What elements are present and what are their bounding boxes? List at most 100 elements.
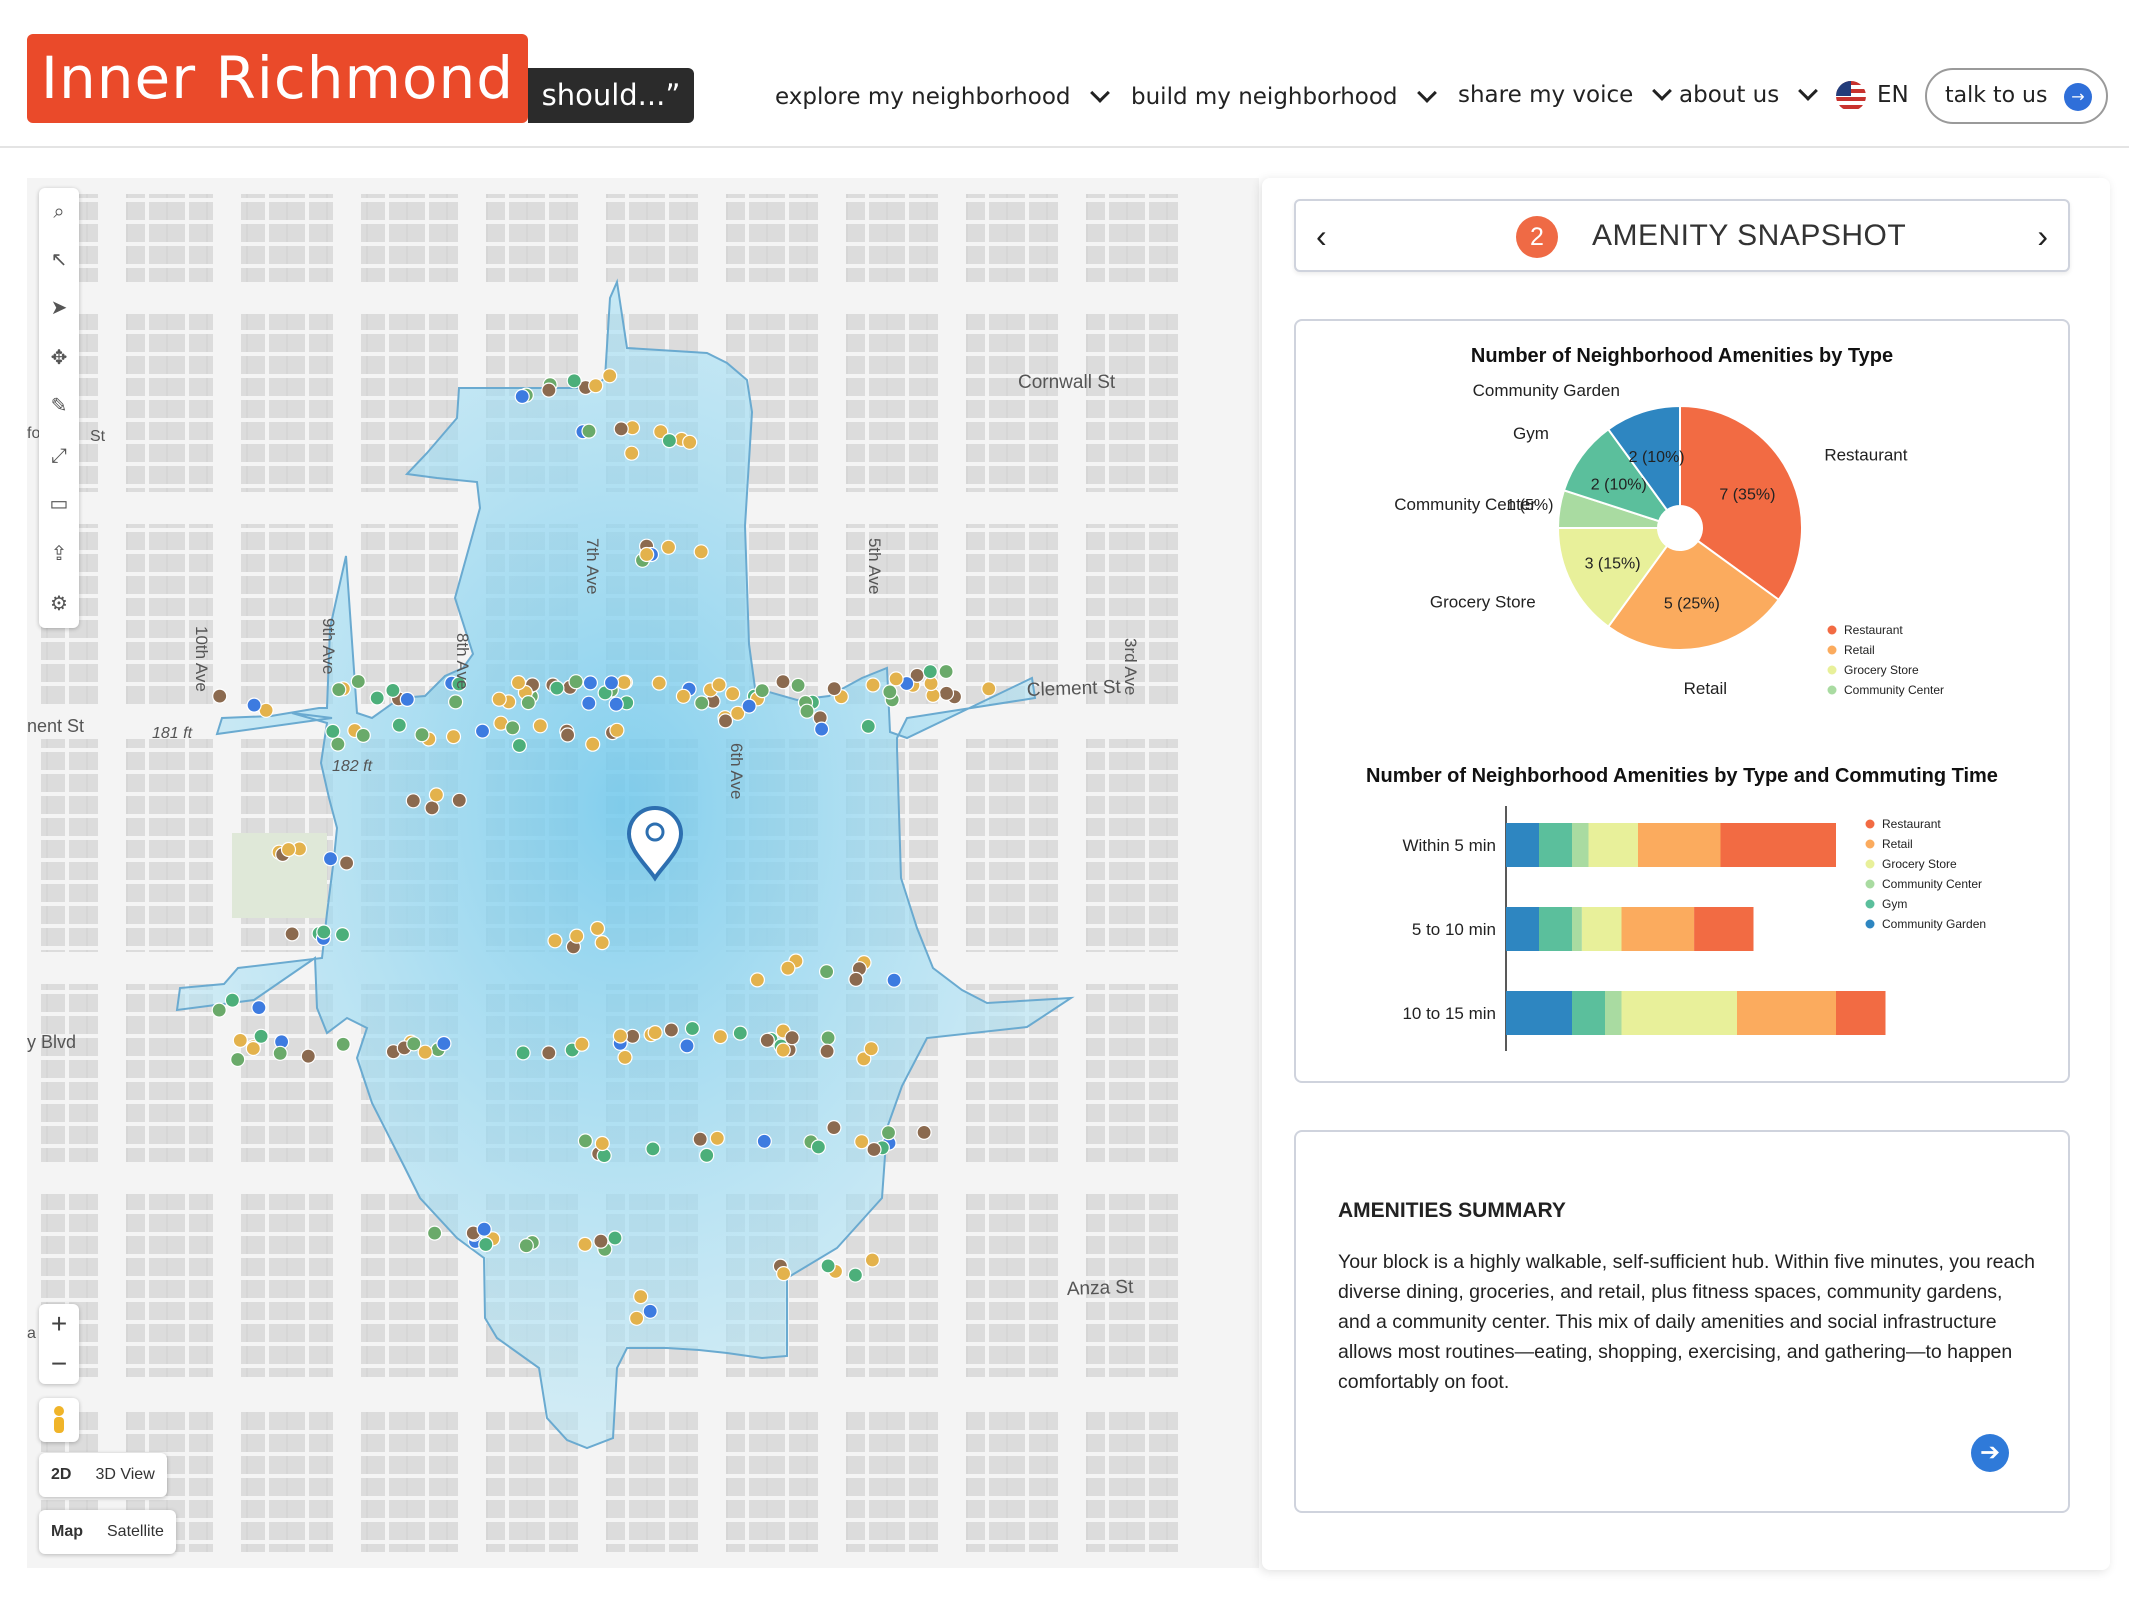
amenity-marker[interactable] <box>427 1225 443 1241</box>
amenity-marker[interactable] <box>847 1267 864 1283</box>
amenity-marker[interactable] <box>510 675 527 691</box>
amenity-marker[interactable] <box>547 933 563 949</box>
amenity-marker[interactable] <box>574 1036 590 1052</box>
amenity-marker[interactable] <box>300 1048 316 1064</box>
amenity-marker[interactable] <box>616 674 632 691</box>
amenity-marker[interactable] <box>284 926 300 942</box>
amenity-marker[interactable] <box>848 971 864 988</box>
amenity-marker[interactable] <box>818 963 835 980</box>
amenity-marker[interactable] <box>860 718 876 735</box>
amenity-marker[interactable] <box>511 737 527 754</box>
amenity-marker[interactable] <box>350 673 366 690</box>
amenity-marker[interactable] <box>593 1233 609 1249</box>
amenity-marker[interactable] <box>594 934 610 951</box>
amenity-marker[interactable] <box>759 1032 775 1048</box>
amenity-marker[interactable] <box>424 800 440 816</box>
amenity-marker[interactable] <box>613 421 629 437</box>
amenity-marker[interactable] <box>476 1221 492 1237</box>
amenity-marker[interactable] <box>624 445 640 461</box>
layer-map-button[interactable]: Map <box>51 1523 83 1540</box>
amenity-marker[interactable] <box>325 723 341 740</box>
amenity-marker[interactable] <box>856 1051 872 1067</box>
amenity-marker[interactable] <box>854 1134 870 1150</box>
amenity-marker[interactable] <box>826 1119 842 1136</box>
amenity-marker[interactable] <box>679 1038 695 1054</box>
amenity-marker[interactable] <box>334 926 351 943</box>
bar-segment[interactable] <box>1572 823 1589 867</box>
amenity-marker[interactable] <box>684 1020 701 1037</box>
amenity-marker[interactable] <box>712 1028 729 1045</box>
bar-segment[interactable] <box>1588 823 1639 867</box>
amenity-marker[interactable] <box>414 727 430 743</box>
settings-icon[interactable]: ⚙ <box>50 593 68 615</box>
amenity-marker[interactable] <box>224 992 240 1008</box>
amenity-marker[interactable] <box>581 423 597 439</box>
share-icon[interactable]: ⇪ <box>50 543 68 565</box>
amenity-marker[interactable] <box>922 664 938 680</box>
layer-satellite-button[interactable]: Satellite <box>107 1523 164 1540</box>
amenity-marker[interactable] <box>749 972 766 988</box>
amenity-marker[interactable] <box>339 855 355 871</box>
folder-icon[interactable]: ▭ <box>49 493 69 515</box>
amenity-marker[interactable] <box>559 727 576 743</box>
amenity-marker[interactable] <box>663 1022 680 1038</box>
amenity-marker[interactable] <box>232 1032 248 1049</box>
amenity-marker[interactable] <box>577 1133 594 1149</box>
amenity-marker[interactable] <box>826 681 842 697</box>
site-logo[interactable]: Inner Richmond <box>27 34 528 123</box>
amenity-marker[interactable] <box>865 677 881 693</box>
bar-segment[interactable] <box>1720 823 1837 867</box>
amenity-marker[interactable] <box>280 841 297 858</box>
amenity-marker[interactable] <box>938 663 954 680</box>
view-2d-button[interactable]: 2D <box>51 1466 72 1483</box>
amenity-marker[interactable] <box>693 544 709 560</box>
amenity-marker[interactable] <box>741 698 757 714</box>
amenity-marker[interactable] <box>916 1124 932 1141</box>
amenity-marker[interactable] <box>775 674 791 690</box>
nav-about[interactable]: about us <box>1679 81 1819 108</box>
amenity-marker[interactable] <box>612 1028 629 1044</box>
amenity-marker[interactable] <box>588 378 604 394</box>
amenity-marker[interactable] <box>272 1045 288 1061</box>
amenity-marker[interactable] <box>541 1045 557 1061</box>
bar-segment[interactable] <box>1621 991 1738 1035</box>
select-icon[interactable]: ↖ <box>50 249 68 271</box>
bar-segment[interactable] <box>1836 991 1886 1035</box>
bar-segment[interactable] <box>1737 991 1836 1035</box>
amenity-marker[interactable] <box>675 688 692 704</box>
nav-build[interactable]: build my neighborhood <box>1131 83 1437 110</box>
amenity-marker[interactable] <box>369 690 385 706</box>
amenity-marker[interactable] <box>699 1147 715 1164</box>
bar-segment[interactable] <box>1506 907 1539 951</box>
amenity-marker[interactable] <box>639 546 655 563</box>
amenity-marker[interactable] <box>609 722 625 738</box>
amenity-marker[interactable] <box>448 694 464 710</box>
amenity-marker[interactable] <box>784 1030 800 1046</box>
amenity-marker[interactable] <box>451 792 467 808</box>
zoom-in-button[interactable]: + <box>50 1308 68 1339</box>
amenity-marker[interactable] <box>886 972 902 988</box>
amenity-marker[interactable] <box>682 434 698 450</box>
amenity-marker[interactable] <box>866 1141 882 1158</box>
amenity-marker[interactable] <box>532 718 548 734</box>
pie-slice[interactable] <box>1562 427 1669 523</box>
amenity-marker[interactable] <box>938 685 955 701</box>
amenity-marker[interactable] <box>882 684 898 700</box>
amenity-marker[interactable] <box>711 677 727 693</box>
bar-segment[interactable] <box>1539 907 1572 951</box>
amenity-marker[interactable] <box>981 681 997 697</box>
amenity-marker[interactable] <box>330 736 346 752</box>
pie-slice[interactable] <box>1679 404 1803 602</box>
expand-icon[interactable]: ⤢ <box>51 445 67 467</box>
amenity-marker[interactable] <box>577 1236 593 1253</box>
amenity-marker[interactable] <box>518 1238 534 1254</box>
amenity-marker[interactable] <box>541 382 557 398</box>
pie-slice[interactable] <box>1606 404 1681 512</box>
amenity-marker[interactable] <box>661 433 678 449</box>
amenity-marker[interactable] <box>436 1035 452 1052</box>
location-pin-icon[interactable] <box>626 806 684 882</box>
amenity-marker[interactable] <box>589 920 606 937</box>
bar-segment[interactable] <box>1572 991 1605 1035</box>
bar-segment[interactable] <box>1572 907 1582 951</box>
amenity-marker[interactable] <box>651 675 667 691</box>
